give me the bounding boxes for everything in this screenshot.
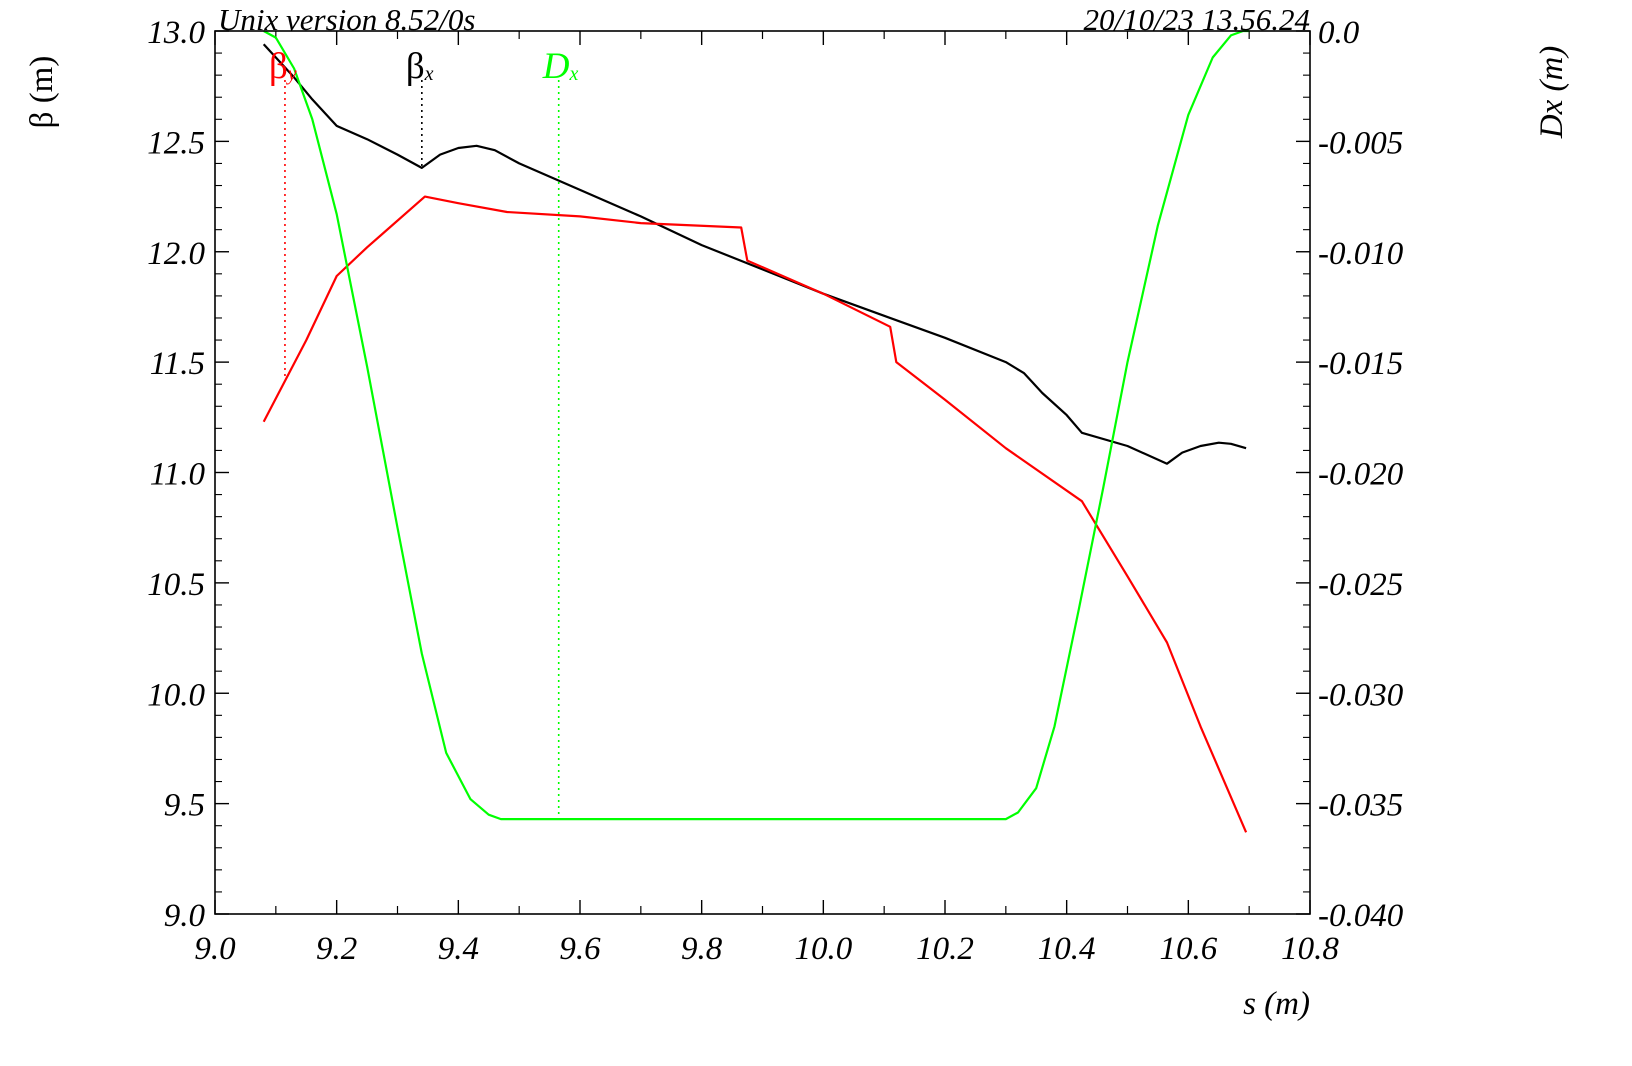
series-layer (262, 29, 1250, 833)
legend-label: Dx (542, 46, 579, 87)
series-line-D-x (263, 29, 1250, 821)
y-right-tick-label: -0.015 (1318, 346, 1403, 382)
y-left-tick-label: 10.5 (147, 567, 205, 603)
y-left-tick-label: 9.5 (164, 788, 205, 824)
axis-ticks (214, 30, 1311, 915)
plot-frame (214, 30, 1311, 915)
x-tick-label: 9.0 (194, 931, 236, 967)
y-left-tick-label: 13.0 (147, 15, 205, 51)
y-right-tick-label: -0.020 (1318, 457, 1404, 493)
x-tick-label: 10.4 (1038, 931, 1096, 967)
header-left: Unix version 8.52/0s (218, 2, 475, 37)
y-right-tick-label: -0.005 (1318, 125, 1403, 161)
y-left-tick-label: 10.0 (147, 677, 205, 713)
y-right-axis-title: Dx (m) (1534, 46, 1570, 140)
y-left-tick-label: 9.0 (164, 898, 206, 934)
y-left-axis-title: β (m) (24, 56, 60, 129)
legend-label: βx (406, 46, 434, 87)
header-right: 20/10/23 13.56.24 (1084, 2, 1310, 37)
x-tick-label: 10.6 (1159, 931, 1217, 967)
x-tick-label: 9.8 (681, 931, 723, 967)
y-left-tick-label: 12.0 (147, 236, 205, 272)
tick-labels: 9.0 9.2 9.4 9.6 9.8 10.0 10.2 10.4 10.6 10.8 9.0 9.… (147, 15, 1403, 967)
y-left-tick-label: 12.5 (147, 125, 205, 161)
series-line-beta-x (262, 43, 1247, 465)
y-right-tick-label: -0.010 (1318, 236, 1404, 272)
x-tick-label: 9.2 (316, 931, 357, 967)
y-left-tick-label: 11.0 (150, 457, 206, 493)
y-right-tick-label: -0.030 (1318, 677, 1404, 713)
y-left-tick-label: 11.5 (150, 346, 205, 382)
y-right-tick-label: -0.040 (1318, 898, 1404, 934)
x-tick-label: 10.8 (1281, 931, 1339, 967)
x-tick-label: 9.6 (559, 931, 601, 967)
y-right-tick-label: -0.035 (1318, 788, 1403, 824)
x-tick-label: 9.4 (438, 931, 479, 967)
y-right-tick-label: -0.025 (1318, 567, 1403, 603)
legend-layer: βy βx Dx (269, 46, 578, 815)
svg-text:Dx (m): Dx (m) (1534, 46, 1570, 140)
x-tick-label: 10.0 (794, 931, 852, 967)
svg-text:β (m): β (m) (24, 56, 60, 129)
y-right-tick-label: 0.0 (1318, 15, 1360, 51)
x-tick-label: 10.2 (916, 931, 974, 967)
x-axis-title: s (m) (1243, 986, 1310, 1022)
series-line-beta-y (262, 195, 1248, 833)
legend-label: βy (269, 46, 297, 87)
